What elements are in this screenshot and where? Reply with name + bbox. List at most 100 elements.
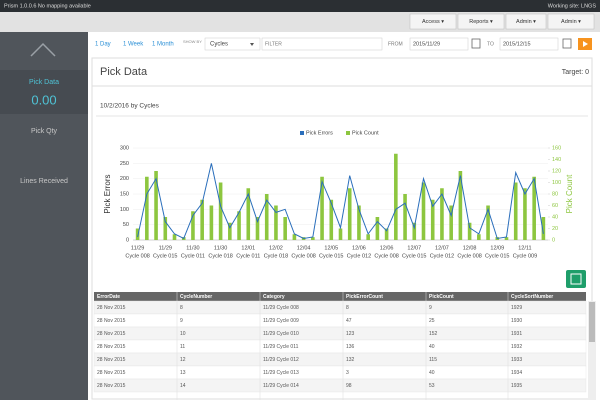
bar	[163, 217, 168, 240]
table-cell: 123	[346, 331, 355, 337]
table-cell: 14	[180, 383, 186, 389]
x-tick-label: 12/02	[269, 245, 283, 251]
column-header[interactable]: CycleSortNumber	[511, 294, 553, 300]
bar	[532, 176, 536, 240]
app-name: Prism 1.0.0.6 No mapping available	[4, 3, 91, 9]
bar	[430, 199, 435, 240]
nav-button[interactable]	[409, 13, 457, 30]
table-cell: 1933	[511, 357, 522, 363]
site: Working site: LNGS	[548, 3, 597, 9]
table-cell: 13	[180, 370, 186, 376]
bar	[237, 211, 241, 240]
column-header[interactable]: ErrorDate	[97, 294, 120, 300]
bar	[154, 171, 158, 240]
from-date: 2015/11/29	[413, 41, 440, 47]
menu-item[interactable]: Pick Qty	[31, 128, 58, 135]
column-header[interactable]: CycleNumber	[180, 294, 212, 300]
x-tick-label: 12/05	[324, 245, 338, 251]
export-icon	[570, 273, 582, 285]
bar	[347, 188, 352, 240]
bar	[440, 188, 444, 240]
nav-label: Reports ▾	[469, 19, 493, 25]
table-cell: 11/29 Cycle 010	[263, 331, 299, 337]
nav-button[interactable]	[547, 13, 595, 30]
table-cell: 11/29 Cycle 011	[263, 344, 299, 350]
bar	[412, 222, 417, 240]
select-arrow	[250, 43, 254, 46]
range-link[interactable]: 1 Month	[152, 42, 174, 48]
bar	[274, 205, 278, 240]
export-button[interactable]	[566, 270, 586, 288]
table-cell: 115	[429, 357, 437, 363]
x-tick-label: 12/07	[407, 245, 421, 251]
line	[137, 163, 544, 240]
scrollbar[interactable]	[588, 301, 596, 400]
bar	[477, 234, 481, 240]
x-tick-label: 12/06	[380, 245, 394, 251]
x-tick-sublabel: Cycle 015	[402, 253, 426, 259]
x-tick-label: 12/06	[352, 245, 366, 251]
bar	[523, 188, 527, 240]
range-link[interactable]: 1 Week	[123, 42, 144, 48]
panel-title: Pick Data	[100, 66, 148, 78]
table-row	[93, 378, 587, 393]
table-cell: 11/29 Cycle 013	[263, 370, 299, 376]
calendar-icon[interactable]	[562, 38, 572, 49]
collapse-icon[interactable]	[30, 42, 56, 57]
legend-label[interactable]: Pick Count	[352, 130, 379, 136]
x-tick-sublabel: Cycle 008	[125, 253, 149, 259]
bar	[283, 217, 287, 240]
table-cell: 47	[346, 318, 352, 324]
active-value: 0.00	[31, 92, 56, 107]
y-tick-label: 100	[120, 207, 129, 213]
nav-label: Admin ▾	[516, 19, 536, 25]
show-by-select[interactable]	[204, 37, 261, 51]
legend-label[interactable]: Pick Errors	[306, 130, 333, 136]
to-input[interactable]	[499, 37, 559, 51]
nav-button[interactable]	[457, 13, 505, 30]
bar	[467, 222, 472, 240]
table-cell: 40	[429, 344, 435, 350]
column-header[interactable]: PickErrorCount	[346, 294, 383, 300]
table-cell: 28 Nov 2015	[97, 331, 126, 337]
to-date: 2015/12/15	[503, 41, 531, 47]
table-cell: 28 Nov 2015	[97, 305, 126, 311]
table-cell: 1932	[511, 344, 522, 350]
column-header[interactable]: PickCount	[429, 294, 454, 300]
x-tick-sublabel: Cycle 015	[153, 253, 177, 259]
bar	[218, 182, 223, 240]
bar	[228, 222, 232, 240]
active-item[interactable]	[0, 70, 88, 114]
x-tick-label: 12/11	[518, 245, 531, 251]
calendar-icon[interactable]	[471, 38, 481, 49]
table-cell: 11/29 Cycle 009	[263, 318, 299, 324]
from-input[interactable]	[409, 37, 469, 51]
scroll-thumb[interactable]	[589, 302, 595, 342]
column-header[interactable]: Category	[263, 294, 285, 300]
x-tick-sublabel: Cycle 012	[430, 253, 454, 259]
nav-button[interactable]	[505, 13, 547, 30]
to-label: TO	[487, 41, 494, 47]
bar	[458, 171, 463, 240]
table-cell: 10	[180, 331, 186, 337]
bar	[513, 182, 518, 240]
table-cell: 136	[346, 344, 355, 350]
y2-tick-label: 0	[552, 237, 555, 243]
table-cell: 3	[346, 370, 349, 376]
x-tick-label: 12/07	[435, 245, 449, 251]
show-by-value: Cycles	[210, 42, 228, 48]
bar	[375, 217, 380, 240]
menu-item[interactable]: Lines Received	[20, 178, 68, 185]
x-tick-sublabel: Cycle 011	[181, 253, 205, 259]
table-cell: 11/29 Cycle 012	[263, 357, 299, 363]
y-axis-title: Pick Errors	[103, 174, 112, 213]
range-link[interactable]: 1 Day	[95, 42, 111, 48]
y-tick-label: 50	[123, 222, 129, 228]
bar	[264, 194, 269, 240]
bar	[145, 176, 149, 240]
table-cell: 11	[180, 344, 185, 350]
bar	[292, 234, 297, 240]
legend-swatch	[300, 131, 304, 135]
filter-input[interactable]	[261, 37, 383, 51]
